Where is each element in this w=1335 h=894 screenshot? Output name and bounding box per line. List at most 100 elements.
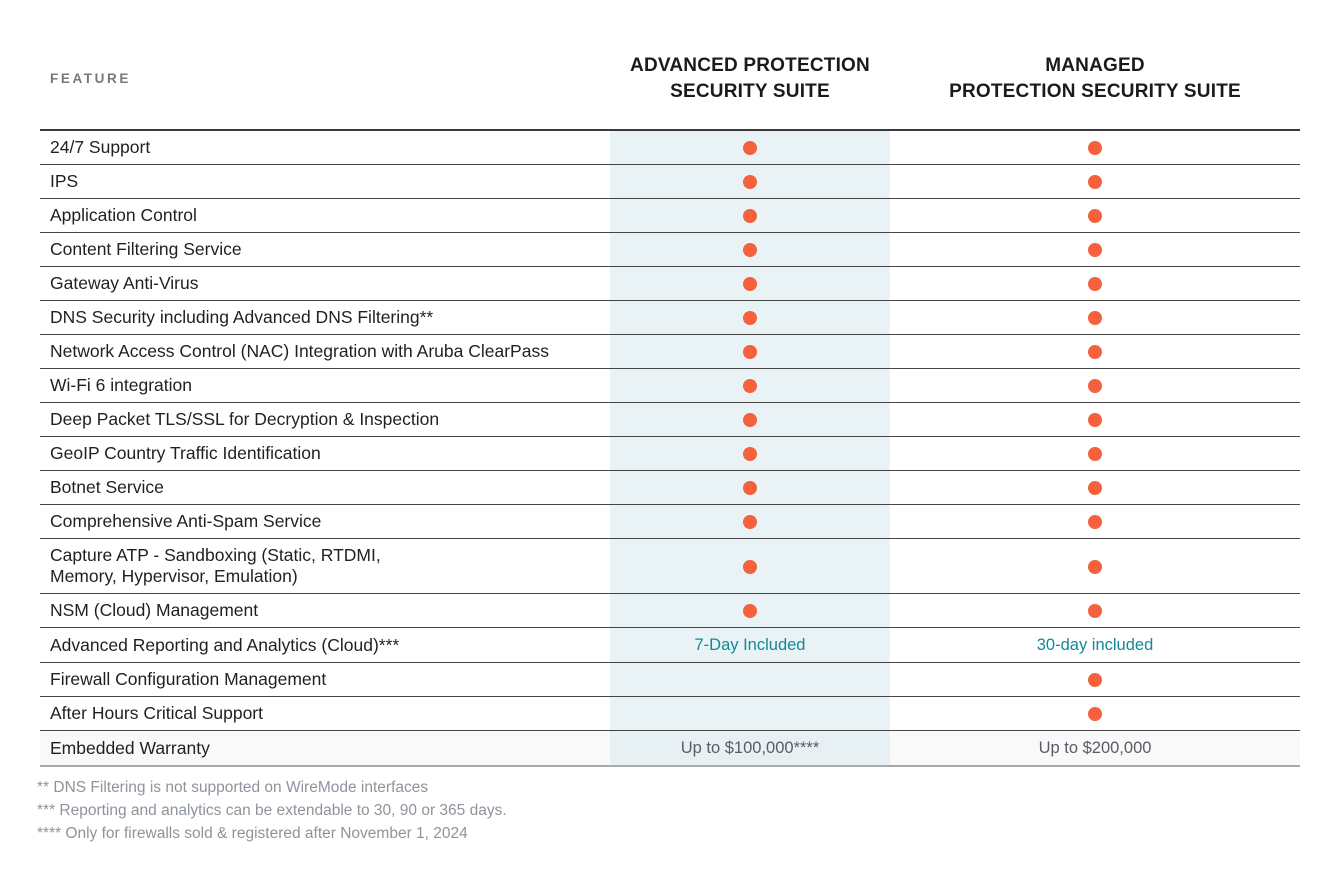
managed-value-cell [890,538,1300,594]
included-dot-icon [743,175,757,190]
managed-value-cell: 30-day included [890,627,1300,663]
feature-comparison-table: FEATURE ADVANCED PROTECTION SECURITY SUI… [40,28,1300,767]
managed-suite-header-line1: MANAGED [1045,54,1145,76]
advanced-value-cell [610,402,890,437]
footnote-line: *** Reporting and analytics can be exten… [37,802,507,819]
included-dot-icon [743,209,757,224]
table-row: IPS [40,164,1300,199]
included-dot-icon [743,413,757,428]
table-row: Network Access Control (NAC) Integration… [40,334,1300,369]
managed-value-cell: Up to $200,000 [890,730,1300,767]
feature-name: Application Control [40,198,610,233]
managed-value-cell [890,436,1300,471]
advanced-suite-column-header: ADVANCED PROTECTION SECURITY SUITE [610,28,890,131]
managed-value-cell [890,593,1300,628]
feature-name: Embedded Warranty [40,730,610,767]
included-dot-icon [1088,559,1102,574]
feature-name: Deep Packet TLS/SSL for Decryption & Ins… [40,402,610,437]
table-header: FEATURE ADVANCED PROTECTION SECURITY SUI… [40,28,1300,131]
advanced-value-cell [610,470,890,505]
advanced-value-cell: Up to $100,000**** [610,730,890,767]
managed-value-cell [890,334,1300,369]
included-dot-icon [743,481,757,496]
advanced-value-cell: 7-Day Included [610,627,890,663]
advanced-value-cell [610,198,890,233]
value-text: 30-day included [1036,636,1154,654]
advanced-value-cell [610,696,890,731]
managed-suite-header-line2: PROTECTION SECURITY SUITE [949,80,1241,102]
advanced-value-cell [610,232,890,267]
included-dot-icon [743,277,757,292]
included-dot-icon [1088,345,1102,360]
feature-name: Botnet Service [40,470,610,505]
table-row: Botnet Service [40,470,1300,505]
advanced-value-cell [610,334,890,369]
managed-value-cell [890,232,1300,267]
table-row: Wi-Fi 6 integration [40,368,1300,403]
included-dot-icon [1088,604,1102,619]
feature-name: Wi-Fi 6 integration [40,368,610,403]
advanced-value-cell [610,164,890,199]
managed-value-cell [890,470,1300,505]
advanced-suite-header-line2: SECURITY SUITE [670,80,830,102]
included-dot-icon [1088,209,1102,224]
included-dot-icon [743,243,757,258]
advanced-value-cell [610,504,890,539]
table-row: Comprehensive Anti-Spam Service [40,504,1300,539]
advanced-value-cell [610,130,890,165]
value-text: 7-Day Included [694,636,806,654]
feature-name: NSM (Cloud) Management [40,593,610,628]
advanced-value-cell [610,436,890,471]
table-row: Deep Packet TLS/SSL for Decryption & Ins… [40,402,1300,437]
included-dot-icon [743,559,757,574]
advanced-value-cell [610,300,890,335]
table-body: 24/7 Support IPS Application Control Con… [40,130,1300,767]
feature-name: 24/7 Support [40,130,610,165]
table-row: Application Control [40,198,1300,233]
feature-name: Comprehensive Anti-Spam Service [40,504,610,539]
included-dot-icon [1088,243,1102,258]
table-row: Advanced Reporting and Analytics (Cloud)… [40,627,1300,663]
included-dot-icon [1088,447,1102,462]
table-row: GeoIP Country Traffic Identification [40,436,1300,471]
managed-value-cell [890,130,1300,165]
advanced-value-cell [610,266,890,301]
included-dot-icon [743,311,757,326]
included-dot-icon [1088,175,1102,190]
table-row: Capture ATP - Sandboxing (Static, RTDMI,… [40,538,1300,594]
included-dot-icon [743,515,757,530]
table-row: Embedded Warranty Up to $100,000**** Up … [40,730,1300,767]
managed-value-cell [890,696,1300,731]
feature-name: Content Filtering Service [40,232,610,267]
table-row: 24/7 Support [40,130,1300,165]
feature-name: DNS Security including Advanced DNS Filt… [40,300,610,335]
footnote-line: ** DNS Filtering is not supported on Wir… [37,779,429,796]
included-dot-icon [1088,277,1102,292]
managed-value-cell [890,266,1300,301]
managed-value-cell [890,300,1300,335]
feature-name: Capture ATP - Sandboxing (Static, RTDMI,… [40,538,610,594]
included-dot-icon [743,379,757,394]
included-dot-icon [743,604,757,619]
included-dot-icon [1088,481,1102,496]
table-row: Content Filtering Service [40,232,1300,267]
advanced-value-cell [610,368,890,403]
advanced-suite-header-line1: ADVANCED PROTECTION [630,54,870,76]
managed-suite-column-header: MANAGED PROTECTION SECURITY SUITE [890,28,1300,131]
included-dot-icon [743,447,757,462]
included-dot-icon [1088,707,1102,722]
footnotes: ** DNS Filtering is not supported on Wir… [37,776,1335,845]
table-row: DNS Security including Advanced DNS Filt… [40,300,1300,335]
table-row: Gateway Anti-Virus [40,266,1300,301]
included-dot-icon [743,345,757,360]
managed-value-cell [890,164,1300,199]
included-dot-icon [743,141,757,156]
feature-name: Gateway Anti-Virus [40,266,610,301]
included-dot-icon [1088,515,1102,530]
advanced-value-cell [610,538,890,594]
managed-value-cell [890,662,1300,697]
feature-name: GeoIP Country Traffic Identification [40,436,610,471]
value-text: Up to $200,000 [1038,739,1152,757]
managed-value-cell [890,402,1300,437]
